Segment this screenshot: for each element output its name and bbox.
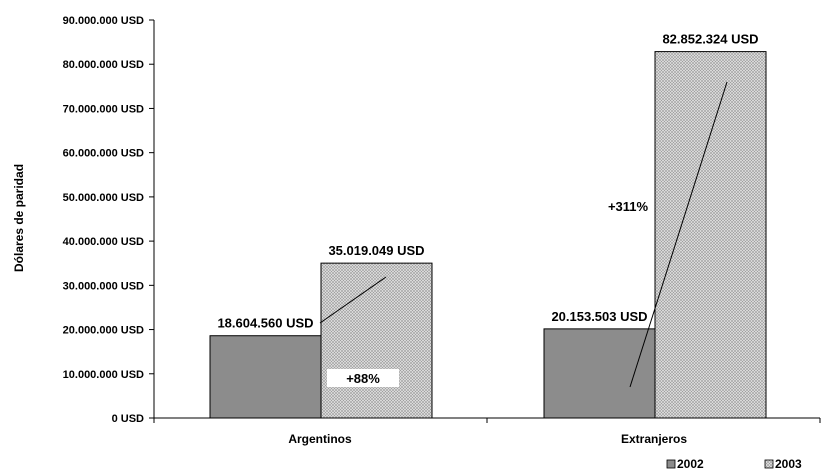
y-tick-label: 10.000.000 USD bbox=[63, 369, 144, 381]
data-labels: 18.604.560 USD 20.153.503 USD 35.019.049 U… bbox=[217, 32, 758, 331]
legend-swatch-2003 bbox=[764, 459, 774, 469]
bar-2002-argentinos bbox=[209, 335, 322, 419]
y-tick-label: 80.000.000 USD bbox=[63, 59, 144, 71]
bar-2002-extranjeros bbox=[543, 328, 656, 419]
annotation-argentinos: +88% bbox=[346, 371, 380, 386]
category-label-argentinos: Argentinos bbox=[288, 432, 352, 446]
data-label-2003-argentinos: 35.019.049 USD bbox=[328, 243, 424, 258]
bar-2003-extranjeros bbox=[654, 51, 767, 419]
y-tick-label: 40.000.000 USD bbox=[63, 236, 144, 248]
bars bbox=[209, 51, 767, 419]
y-axis-ticks: 0 USD 10.000.000 USD 20.000.000 USD 30.000.… bbox=[63, 15, 154, 425]
legend-label-2003: 2003 bbox=[775, 457, 802, 471]
y-tick-label: 50.000.000 USD bbox=[63, 192, 144, 204]
y-tick-label: 30.000.000 USD bbox=[63, 280, 144, 292]
annotation-extranjeros: +311% bbox=[608, 199, 649, 214]
y-axis-label: Dólares de paridad bbox=[12, 164, 26, 272]
data-label-2002-argentinos: 18.604.560 USD bbox=[217, 316, 313, 331]
category-label-extranjeros: Extranjeros bbox=[621, 432, 687, 446]
y-tick-label: 0 USD bbox=[112, 413, 144, 425]
y-tick-label: 70.000.000 USD bbox=[63, 103, 144, 115]
bar-2003-argentinos bbox=[320, 262, 433, 419]
data-label-2002-extranjeros: 20.153.503 USD bbox=[551, 309, 647, 324]
growth-line-argentinos bbox=[319, 276, 387, 324]
legend: 2002 2003 bbox=[666, 457, 802, 471]
legend-label-2002: 2002 bbox=[677, 457, 704, 471]
legend-swatch-2002 bbox=[666, 459, 676, 469]
annotation-box-argentinos bbox=[327, 369, 399, 387]
data-label-2003-extranjeros: 82.852.324 USD bbox=[662, 32, 758, 47]
growth-line-extranjeros bbox=[629, 81, 728, 388]
y-tick-label: 20.000.000 USD bbox=[63, 325, 144, 337]
y-tick-label: 60.000.000 USD bbox=[63, 148, 144, 160]
y-tick-label: 90.000.000 USD bbox=[63, 15, 144, 27]
